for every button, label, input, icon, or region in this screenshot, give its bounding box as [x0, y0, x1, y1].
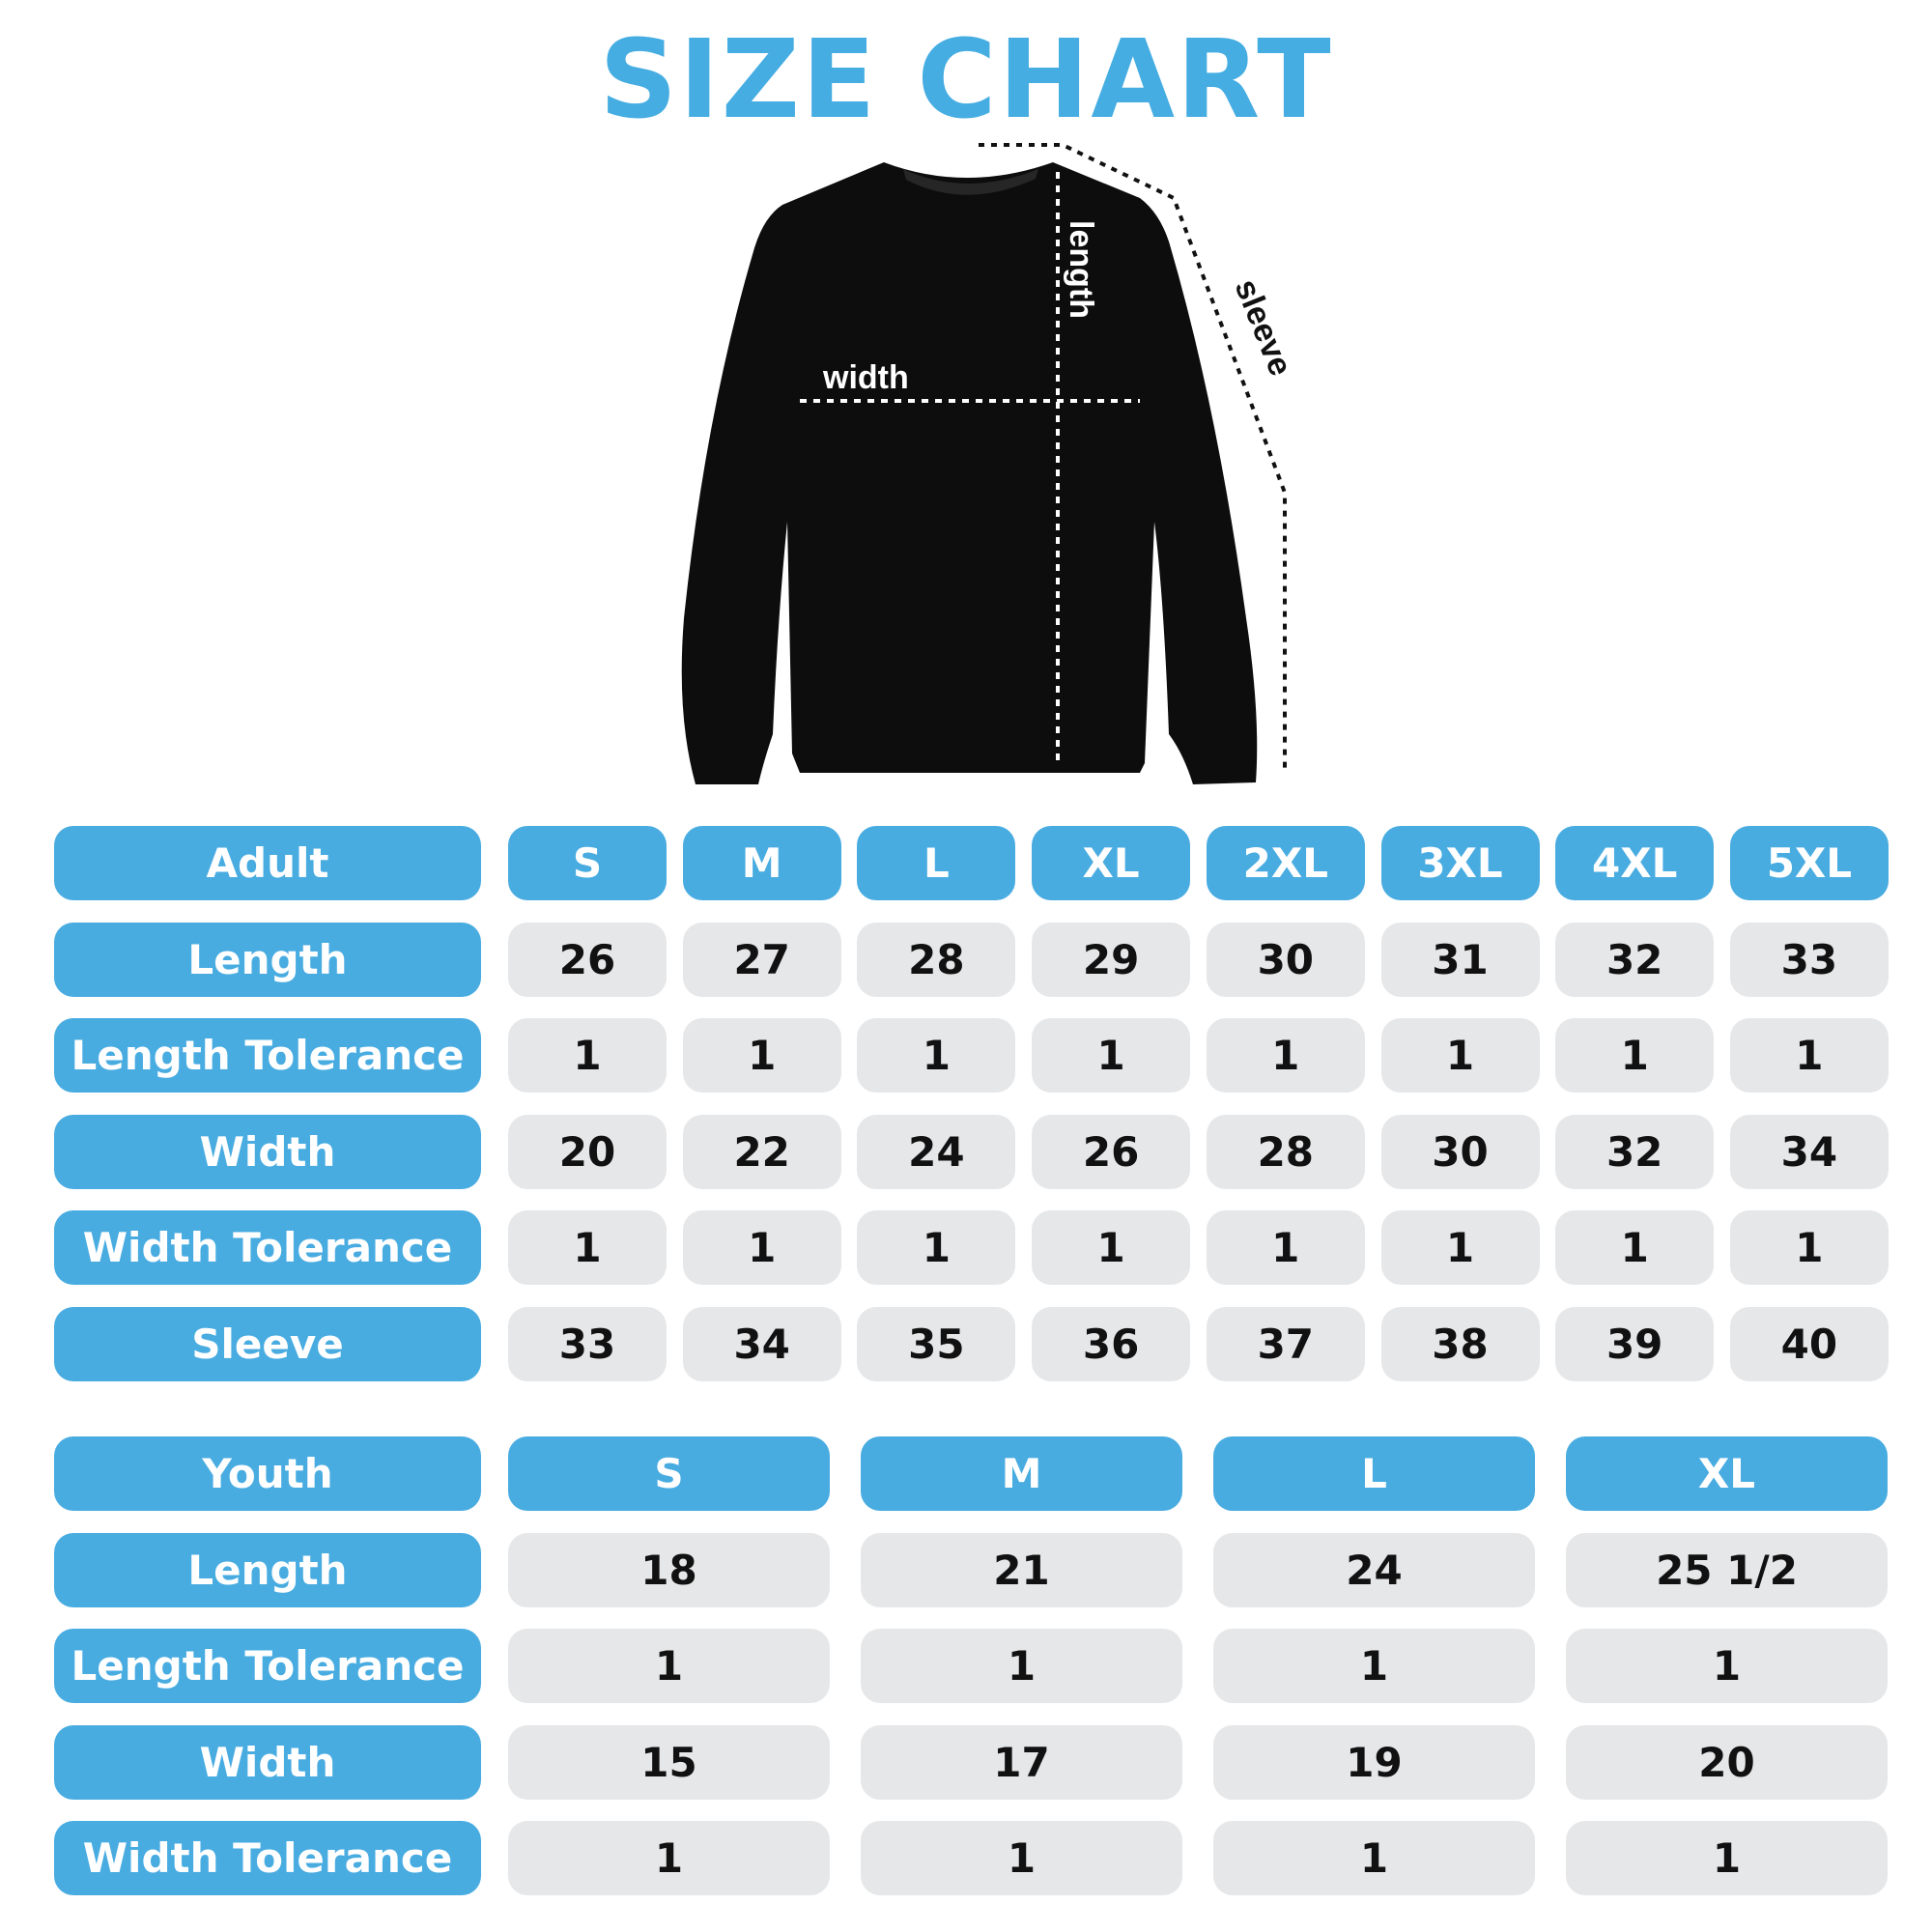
adult-header-label: Adult	[54, 826, 481, 900]
adult-cell: 35	[857, 1307, 1016, 1381]
adult-size-header: M	[682, 826, 841, 900]
adult-cell: 28	[857, 923, 1016, 997]
adult-cell: 34	[682, 1307, 841, 1381]
adult-cell: 29	[1032, 923, 1191, 997]
youth-cell: 18	[508, 1533, 830, 1607]
adult-size-header: 4XL	[1555, 826, 1715, 900]
adult-cell: 1	[1555, 1018, 1715, 1093]
width-label: width	[822, 359, 909, 396]
adult-cell: 1	[508, 1018, 667, 1093]
adult-cell: 30	[1380, 1115, 1540, 1189]
adult-size-header: 5XL	[1729, 826, 1889, 900]
adult-cell: 28	[1206, 1115, 1365, 1189]
adult-cell: 26	[508, 923, 667, 997]
youth-cell: 19	[1213, 1725, 1535, 1800]
sweater-diagram: width length sleeve	[681, 143, 1299, 784]
adult-row-label: Width	[54, 1115, 481, 1189]
adult-cell: 37	[1206, 1307, 1365, 1381]
adult-row-label: Length	[54, 923, 481, 997]
adult-cell: 1	[508, 1210, 667, 1285]
adult-row-label: Length Tolerance	[54, 1018, 481, 1093]
sleeve-label: sleeve	[1228, 274, 1299, 382]
youth-header-label: Youth	[54, 1436, 481, 1511]
youth-size-header: S	[508, 1436, 830, 1511]
adult-cell: 39	[1555, 1307, 1715, 1381]
youth-cell: 20	[1566, 1725, 1888, 1800]
adult-cell: 34	[1729, 1115, 1889, 1189]
youth-cell: 1	[508, 1629, 830, 1703]
adult-cell: 1	[682, 1018, 841, 1093]
adult-cell: 1	[1729, 1018, 1889, 1093]
adult-cell: 24	[857, 1115, 1016, 1189]
adult-cell: 1	[857, 1018, 1016, 1093]
youth-cell: 1	[1566, 1821, 1888, 1895]
length-label: length	[1063, 220, 1099, 319]
adult-cell: 20	[508, 1115, 667, 1189]
adult-row-label: Sleeve	[54, 1307, 481, 1381]
youth-cell: 15	[508, 1725, 830, 1800]
youth-row-label: Length	[54, 1533, 481, 1607]
youth-cell: 21	[861, 1533, 1182, 1607]
youth-cell: 24	[1213, 1533, 1535, 1607]
youth-cell: 25 1/2	[1566, 1533, 1888, 1607]
adult-cell: 32	[1555, 923, 1715, 997]
adult-cell: 31	[1380, 923, 1540, 997]
sweater-image	[681, 162, 1258, 784]
adult-cell: 1	[682, 1210, 841, 1285]
youth-cell: 1	[1566, 1629, 1888, 1703]
youth-size-header: L	[1213, 1436, 1535, 1511]
adult-row-label: Width Tolerance	[54, 1210, 481, 1285]
adult-size-header: XL	[1032, 826, 1191, 900]
adult-cell: 38	[1380, 1307, 1540, 1381]
youth-row-label: Width Tolerance	[54, 1821, 481, 1895]
adult-cell: 1	[857, 1210, 1016, 1285]
youth-size-header: XL	[1566, 1436, 1888, 1511]
adult-cell: 1	[1206, 1018, 1365, 1093]
adult-cell: 1	[1380, 1210, 1540, 1285]
adult-cell: 36	[1032, 1307, 1191, 1381]
adult-size-header: 3XL	[1380, 826, 1540, 900]
sleeve-measure-line	[979, 143, 1287, 773]
page-title: SIZE CHART	[599, 17, 1333, 143]
adult-cell: 27	[682, 923, 841, 997]
adult-cell: 1	[1206, 1210, 1365, 1285]
adult-cell: 26	[1032, 1115, 1191, 1189]
adult-size-header: 2XL	[1206, 826, 1365, 900]
adult-cell: 30	[1206, 923, 1365, 997]
youth-cell: 1	[508, 1821, 830, 1895]
adult-size-header: L	[857, 826, 1016, 900]
adult-cell: 1	[1380, 1018, 1540, 1093]
youth-cell: 1	[861, 1821, 1182, 1895]
youth-size-header: M	[861, 1436, 1182, 1511]
youth-cell: 1	[1213, 1629, 1535, 1703]
adult-cell: 40	[1729, 1307, 1889, 1381]
adult-cell: 33	[1729, 923, 1889, 997]
adult-cell: 22	[682, 1115, 841, 1189]
sweater-collar	[903, 169, 1038, 195]
adult-cell: 1	[1032, 1210, 1191, 1285]
youth-cell: 1	[861, 1629, 1182, 1703]
youth-cell: 1	[1213, 1821, 1535, 1895]
youth-cell: 17	[861, 1725, 1182, 1800]
adult-cell: 1	[1555, 1210, 1715, 1285]
adult-size-header: S	[508, 826, 667, 900]
adult-cell: 1	[1032, 1018, 1191, 1093]
adult-cell: 1	[1729, 1210, 1889, 1285]
youth-row-label: Length Tolerance	[54, 1629, 481, 1703]
youth-row-label: Width	[54, 1725, 481, 1800]
adult-cell: 32	[1555, 1115, 1715, 1189]
adult-cell: 33	[508, 1307, 667, 1381]
